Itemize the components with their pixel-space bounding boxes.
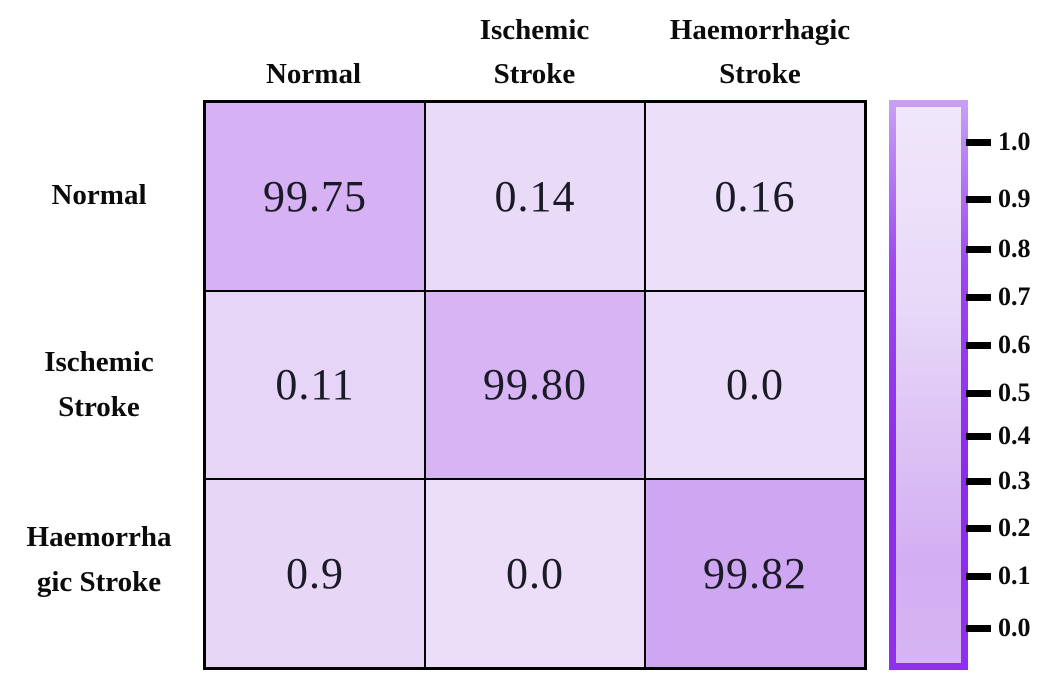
- column-header-line: Stroke: [719, 58, 801, 90]
- tick-label: 0.3: [998, 466, 1031, 495]
- row-label-ischemic-stroke: Ischemic Stroke: [0, 290, 198, 480]
- tick-mark-icon: [966, 624, 991, 632]
- tick-mark-icon: [966, 477, 991, 485]
- tick-label: 0.8: [998, 234, 1031, 263]
- column-header-line: Ischemic: [479, 14, 590, 46]
- heatmap-cell-normal-ischemic: 0.14: [426, 103, 644, 290]
- heatmap-cell-normal-haemorrhagic: 0.16: [646, 103, 864, 290]
- heatmap-cell-ischemic-ischemic: 99.80: [426, 291, 644, 479]
- tick-label: 0.9: [998, 184, 1031, 213]
- colorbar-tick: 0.6: [966, 332, 1031, 358]
- colorbar-tick: 0.7: [966, 284, 1031, 310]
- tick-mark-icon: [966, 341, 991, 349]
- tick-label: 0.0: [998, 613, 1031, 642]
- tick-label: 0.5: [998, 378, 1031, 407]
- column-header-normal: Normal: [203, 2, 424, 96]
- heatmap-cell-haemorrhagic-normal: 0.9: [206, 480, 424, 667]
- column-header-line: Normal: [265, 58, 362, 90]
- heatmap-cell-ischemic-haemorrhagic: 0.0: [646, 291, 864, 479]
- tick-mark-icon: [966, 389, 991, 397]
- row-label-line: gic Stroke: [36, 566, 162, 598]
- tick-mark-icon: [966, 432, 991, 440]
- tick-label: 0.2: [998, 513, 1031, 542]
- row-label-line: Haemorrha: [26, 521, 172, 553]
- column-header-haemorrhagic-stroke: Haemorrhagic Stroke: [605, 0, 915, 96]
- colorbar-tick: 0.4: [966, 423, 1031, 449]
- colorbar-gradient: [896, 107, 961, 663]
- tick-label: 0.1: [998, 561, 1031, 590]
- colorbar-tick: 0.5: [966, 380, 1031, 406]
- tick-mark-icon: [966, 524, 991, 532]
- column-header-line: Haemorrhagic: [669, 14, 851, 46]
- colorbar: [889, 100, 968, 670]
- tick-mark-icon: [966, 138, 991, 146]
- row-label-line: Ischemic: [44, 346, 154, 378]
- tick-label: 0.4: [998, 421, 1031, 450]
- colorbar-tick: 0.8: [966, 236, 1031, 262]
- heatmap-cell-haemorrhagic-haemorrhagic: 99.82: [646, 480, 864, 667]
- tick-label: 0.6: [998, 330, 1031, 359]
- colorbar-tick: 0.2: [966, 515, 1031, 541]
- tick-mark-icon: [966, 293, 991, 301]
- tick-label: 0.7: [998, 282, 1031, 311]
- column-header-ischemic-stroke: Ischemic Stroke: [424, 2, 645, 96]
- row-label-line: Normal: [51, 178, 147, 211]
- row-label-normal: Normal: [0, 100, 198, 290]
- heatmap-cell-ischemic-normal: 0.11: [206, 291, 424, 479]
- colorbar-tick: 0.9: [966, 186, 1031, 212]
- colorbar-tick: 0.1: [966, 563, 1031, 589]
- tick-mark-icon: [966, 572, 991, 580]
- row-label-haemorrhagic-stroke: Haemorrha gic Stroke: [0, 465, 198, 655]
- heatmap-cell-normal-normal: 99.75: [206, 103, 424, 290]
- colorbar-tick: 0.0: [966, 615, 1031, 641]
- tick-label: 1.0: [998, 127, 1031, 156]
- heatmap-cell-haemorrhagic-ischemic: 0.0: [426, 480, 644, 667]
- colorbar-tick: 1.0: [966, 129, 1031, 155]
- tick-mark-icon: [966, 195, 991, 203]
- colorbar-tick: 0.3: [966, 468, 1031, 494]
- row-label-line: Stroke: [58, 391, 140, 423]
- tick-mark-icon: [966, 245, 991, 253]
- heatmap-grid: 99.75 0.14 0.16 0.11 99.80 0.0 0.9 0.0 9…: [203, 100, 867, 670]
- column-header-line: Stroke: [493, 58, 576, 90]
